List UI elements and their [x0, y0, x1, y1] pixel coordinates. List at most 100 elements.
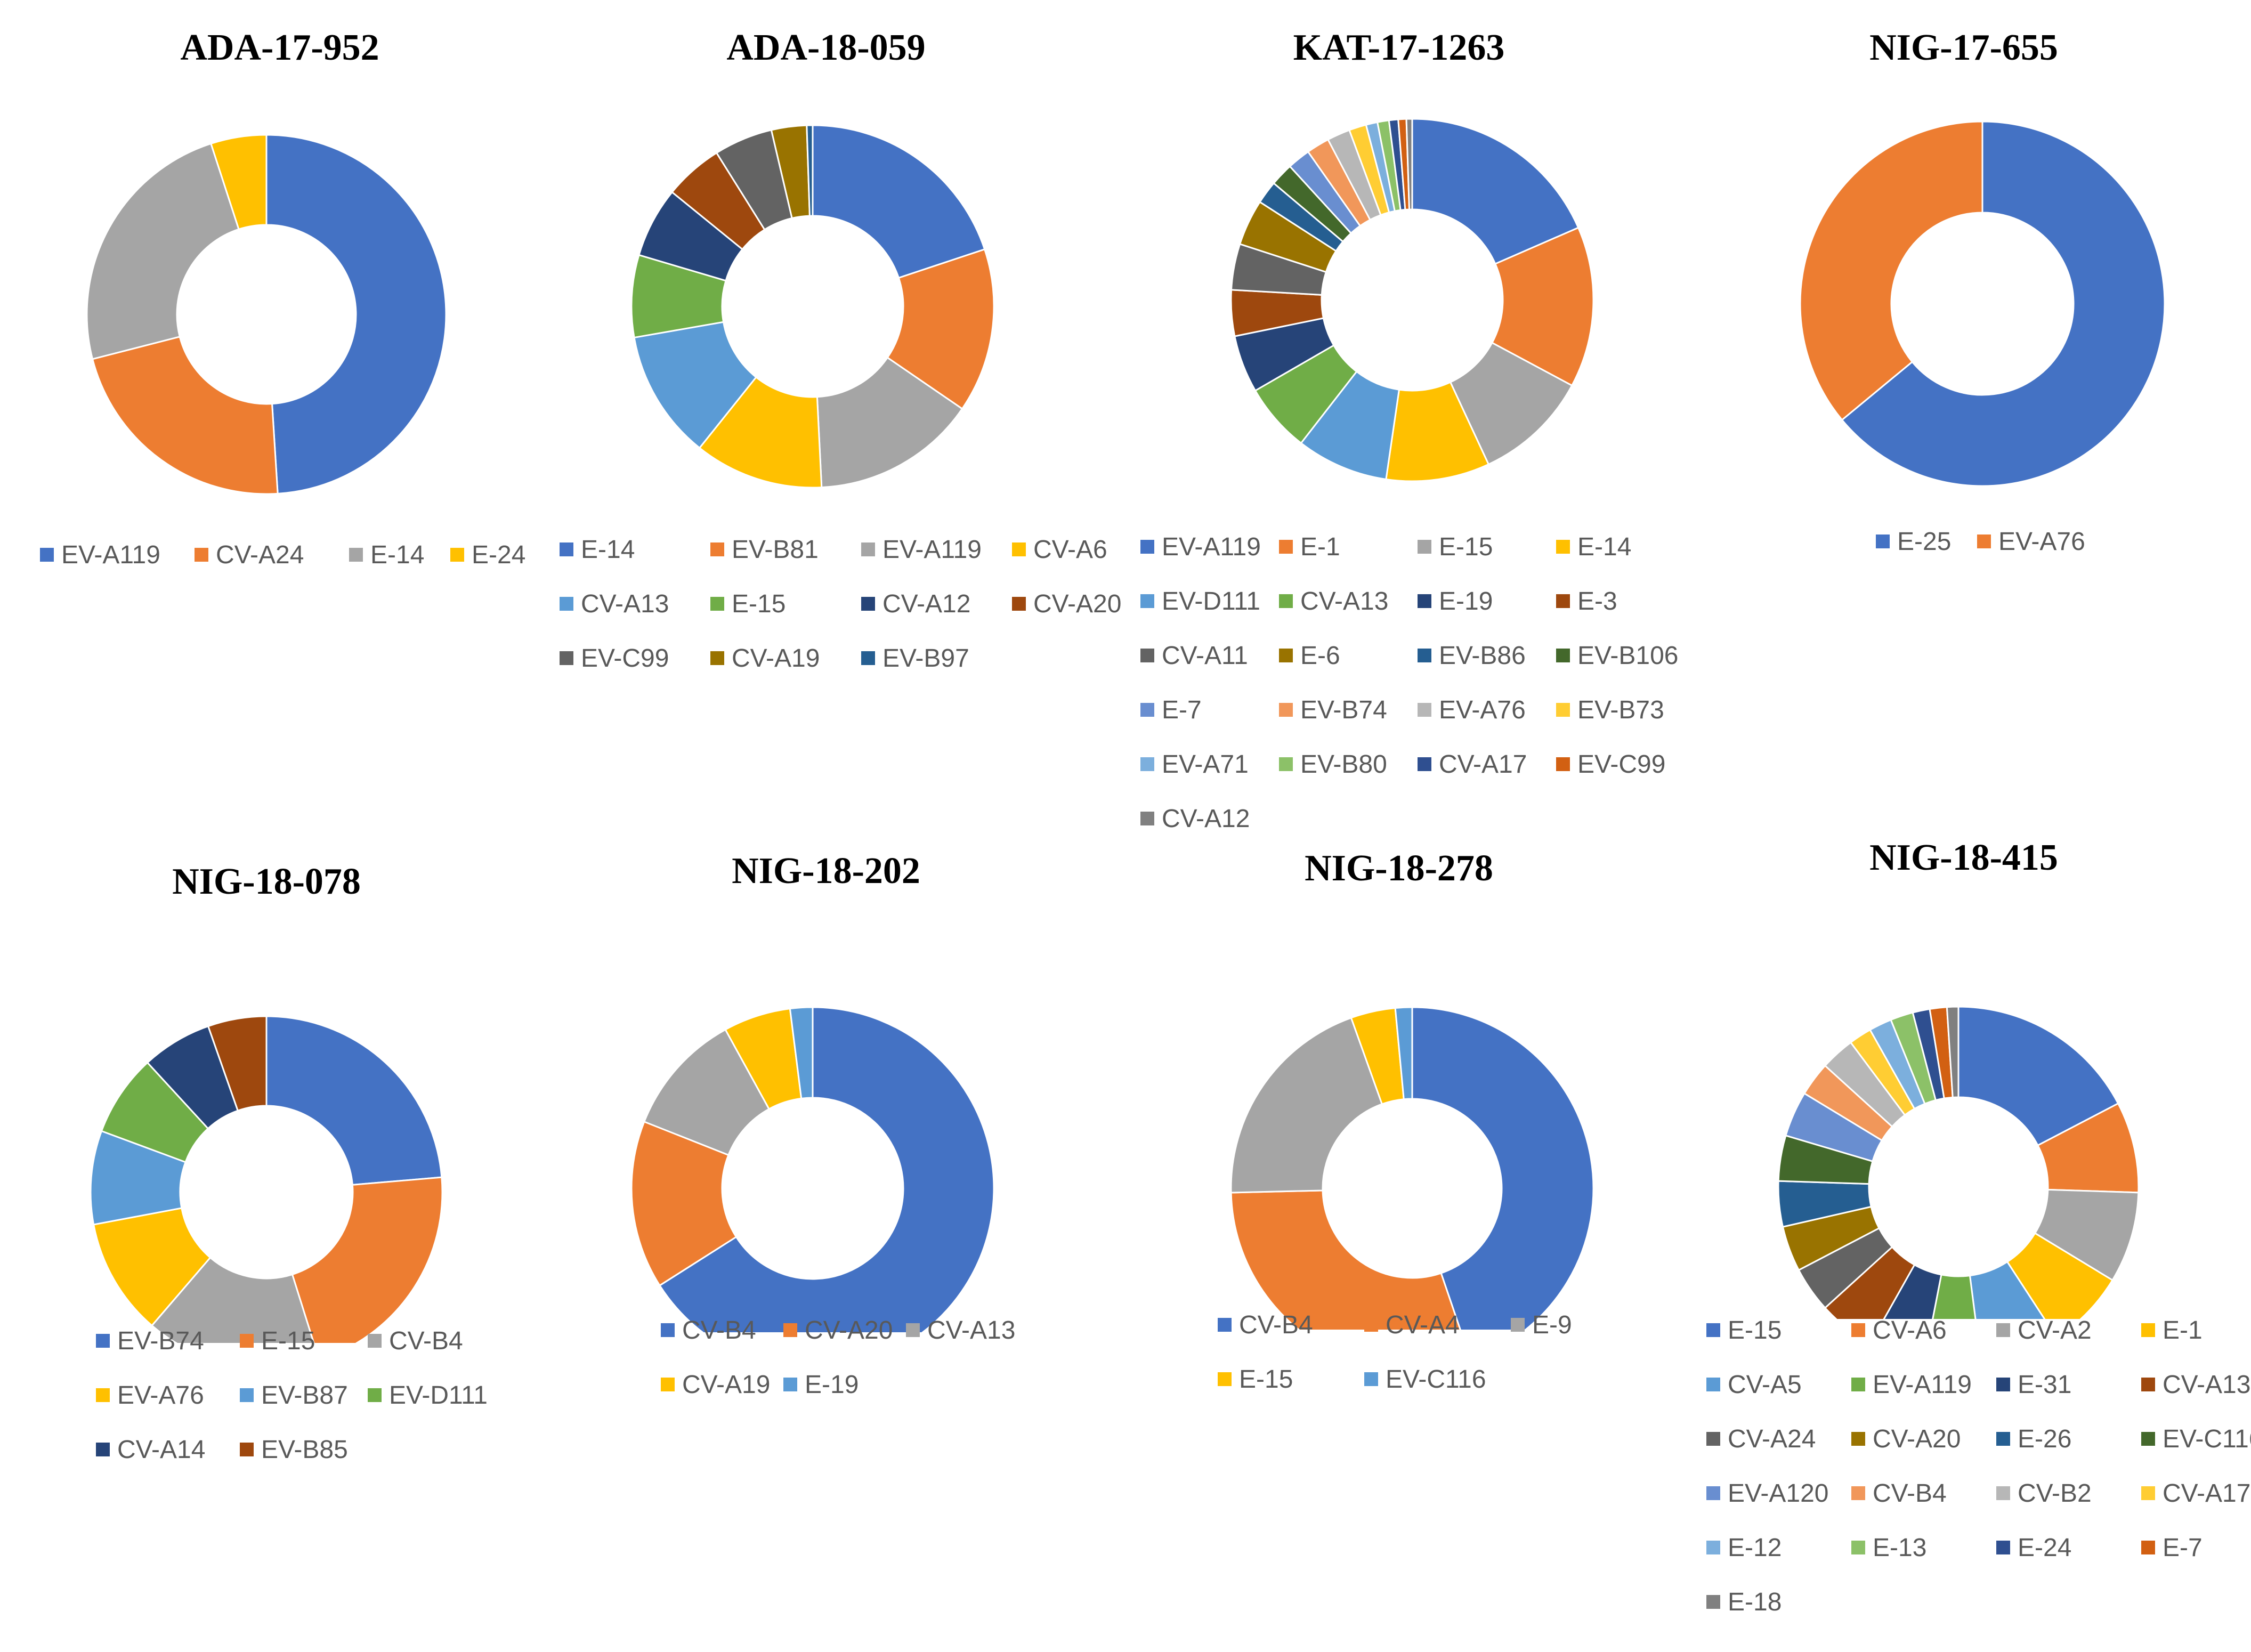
legend-swatch [450, 548, 464, 562]
legend-item: CV-A13 [906, 1303, 1029, 1357]
chart-legend: E-14 EV-B81 EV-A119 CV-A6 CV-A13 E-15 CV-A12 CV… [560, 522, 1163, 685]
legend-item: CV-A6 [1851, 1303, 1996, 1357]
legend-item: E-24 [450, 528, 552, 582]
legend-swatch [560, 597, 573, 611]
legend-swatch [661, 1323, 675, 1337]
legend-swatch [1418, 594, 1431, 608]
legend-label: EV-A119 [1873, 1370, 1972, 1399]
chart-title: NIG-18-278 [1305, 848, 1493, 889]
legend-label: CV-B4 [1873, 1479, 1947, 1508]
legend-item: EV-B87 [240, 1368, 368, 1422]
legend-swatch [1706, 1432, 1720, 1446]
legend-item: CV-A24 [1706, 1412, 1851, 1466]
legend-label: EV-C116 [1386, 1365, 1486, 1394]
legend-item: CV-A5 [1706, 1357, 1851, 1412]
legend-label: CV-A13 [2163, 1370, 2251, 1399]
legend-swatch [1706, 1486, 1720, 1500]
legend-swatch [1012, 542, 1026, 556]
legend-item: CV-A13 [1279, 574, 1418, 628]
legend-label: EV-A119 [1162, 532, 1261, 561]
legend-swatch [1996, 1486, 2010, 1500]
donut-slice-e-15 [1957, 1006, 2119, 1147]
legend-swatch [783, 1378, 797, 1391]
donut-chart [86, 134, 447, 495]
legend-item: CV-A17 [2141, 1466, 2251, 1520]
legend-item: EV-A120 [1706, 1466, 1851, 1520]
legend-swatch [861, 597, 875, 611]
legend-label: E-18 [1728, 1588, 1782, 1616]
legend-label: CV-A14 [117, 1435, 206, 1464]
legend-swatch [1851, 1432, 1865, 1446]
legend-swatch [1996, 1541, 2010, 1554]
legend-label: CV-A24 [216, 540, 304, 569]
legend-swatch [560, 651, 573, 665]
legend-label: E-14 [1577, 532, 1632, 561]
legend-label: E-12 [1728, 1533, 1782, 1562]
legend-label: E-14 [370, 540, 425, 569]
chart-legend: EV-B74 E-15 CV-B4 EV-A76 EV-B87 EV-D111 CV-A14… [96, 1314, 501, 1477]
legend-label: E-26 [2018, 1424, 2072, 1453]
legend-swatch [710, 542, 724, 556]
legend-swatch [1140, 649, 1154, 662]
donut-slice-e-1 [2006, 1232, 2114, 1319]
legend-label: E-1 [2163, 1316, 2203, 1345]
legend-swatch [368, 1388, 382, 1402]
chart-panel-nig-18-278: NIG-18-278 CV-B4 CV-A4 E-9 E-15 EV-C116 [1119, 850, 1689, 1639]
legend-item: CV-A20 [1851, 1412, 1996, 1466]
legend-swatch [1279, 649, 1293, 662]
legend-label: CV-A12 [882, 589, 971, 618]
legend-label: E-19 [1439, 587, 1493, 616]
legend-item: E-7 [2141, 1520, 2251, 1575]
legend-swatch [1418, 757, 1431, 771]
legend-label: EV-A76 [1439, 695, 1526, 724]
legend-swatch [1140, 812, 1154, 825]
legend-label: E-1 [1300, 532, 1340, 561]
donut-slice-e-14 [86, 142, 240, 360]
donut-slice-e-24 [209, 134, 268, 231]
legend-label: EV-B85 [261, 1435, 348, 1464]
legend-label: CV-A4 [1386, 1310, 1460, 1339]
legend-item: EV-B85 [240, 1422, 368, 1477]
legend-item: E-15 [1706, 1303, 1851, 1357]
legend-swatch [1996, 1432, 2010, 1446]
legend-label: EV-B86 [1439, 641, 1526, 670]
legend-label: CV-A20 [805, 1316, 893, 1345]
legend-label: E-7 [1162, 695, 1202, 724]
legend-label: E-15 [1239, 1365, 1293, 1394]
legend-item: CV-B2 [1996, 1466, 2141, 1520]
legend-item: E-15 [710, 577, 861, 631]
legend-swatch [1851, 1486, 1865, 1500]
legend-item: EV-B81 [710, 522, 861, 577]
legend-swatch [1279, 757, 1293, 771]
chart-legend: EV-A119 CV-A24 E-14 E-24 [40, 528, 552, 582]
legend-label: E-19 [805, 1370, 859, 1399]
legend-label: CV-A17 [2163, 1479, 2251, 1508]
donut-slice-cv-a13 [643, 1029, 771, 1156]
legend-label: CV-A12 [1162, 804, 1250, 833]
legend-item: E-3 [1556, 574, 1695, 628]
legend-item: E-9 [1511, 1298, 1657, 1352]
legend-swatch [1418, 649, 1431, 662]
legend-label: EV-D111 [1162, 587, 1260, 616]
legend-label: EV-B106 [1577, 641, 1679, 670]
legend-swatch [240, 1334, 254, 1348]
legend-label: E-9 [1532, 1310, 1572, 1339]
legend-item: EV-B74 [96, 1314, 240, 1368]
legend-swatch [96, 1334, 110, 1348]
legend-label: E-15 [732, 589, 786, 618]
chart-legend: EV-A119 E-1 E-15 E-14 EV-D111 CV-A13 E-19 E-3 CV… [1140, 520, 1695, 846]
legend-item: E-12 [1706, 1520, 1851, 1575]
legend-item: EV-B80 [1279, 737, 1418, 791]
legend-label: E-14 [581, 535, 635, 564]
legend-swatch [1706, 1595, 1720, 1609]
legend-label: EV-A119 [882, 535, 982, 564]
donut-chart [1777, 1006, 2140, 1319]
legend-swatch [2141, 1323, 2155, 1337]
donut-slice-ev-b85 [207, 1015, 268, 1112]
legend-label: EV-B74 [1300, 695, 1387, 724]
chart-legend: E-25 EV-A76 [1876, 514, 2085, 569]
legend-item: EV-A76 [1977, 514, 2085, 569]
donut-slice-ev-b97 [806, 124, 814, 217]
legend-item: EV-D111 [368, 1368, 501, 1422]
legend-swatch [349, 548, 363, 562]
